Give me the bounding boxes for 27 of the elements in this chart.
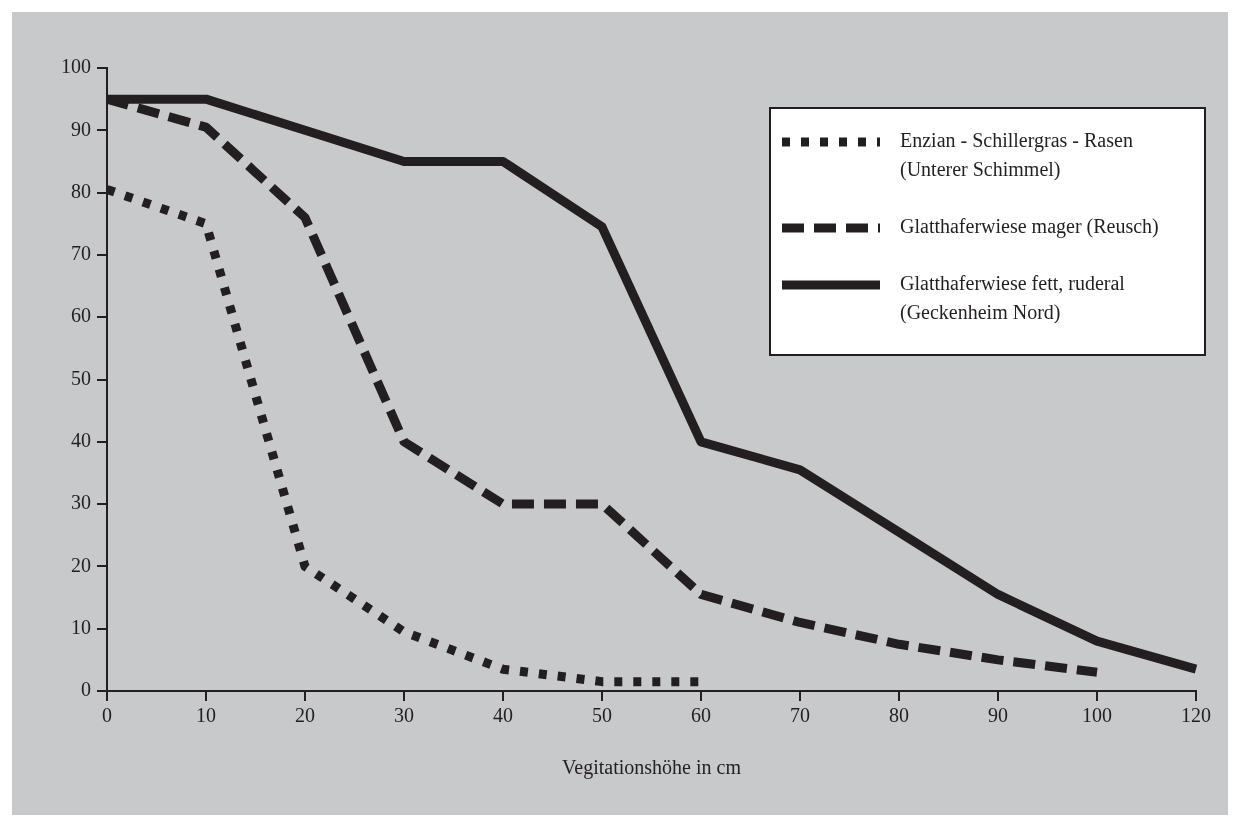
x-tick-label: 60 — [691, 704, 711, 727]
y-tick-label: 60 — [71, 304, 91, 327]
y-tick-label: 0 — [81, 678, 91, 701]
y-tick-label: 90 — [71, 117, 91, 140]
x-tick-label: 50 — [592, 704, 612, 727]
x-tick-label: 80 — [889, 704, 909, 727]
x-tick-label: 90 — [988, 704, 1008, 727]
legend-label: Glatthaferwiese fett, ruderal (Geckenheim Nord) — [900, 272, 1126, 325]
y-tick-label: 40 — [71, 429, 91, 452]
x-tick-label: 30 — [394, 704, 414, 727]
y-tick-label: 10 — [71, 615, 91, 638]
y-tick-label: 80 — [71, 179, 91, 202]
x-tick-label: 120 — [1181, 704, 1211, 727]
y-tick-label: 30 — [71, 491, 91, 514]
x-tick-label: 0 — [102, 704, 112, 727]
y-tick-label: 100 — [61, 55, 91, 78]
y-tick-label: 50 — [71, 366, 91, 389]
x-tick-label: 100 — [1082, 704, 1112, 727]
y-tick-label: 70 — [71, 242, 91, 265]
legend-label: Enzian - Schillergras - Rasen (Unterer Schimmel) — [900, 129, 1133, 182]
x-tick-label: 20 — [295, 704, 315, 727]
legend-label: Glatthaferwiese mager (Reusch) — [900, 215, 1159, 239]
x-tick-label: 10 — [196, 704, 216, 727]
x-tick-label: 40 — [493, 704, 513, 727]
x-axis-title: Vegitationshöhe in cm — [562, 756, 742, 780]
x-tick-label: 70 — [790, 704, 810, 727]
y-tick-label: 20 — [71, 553, 91, 576]
